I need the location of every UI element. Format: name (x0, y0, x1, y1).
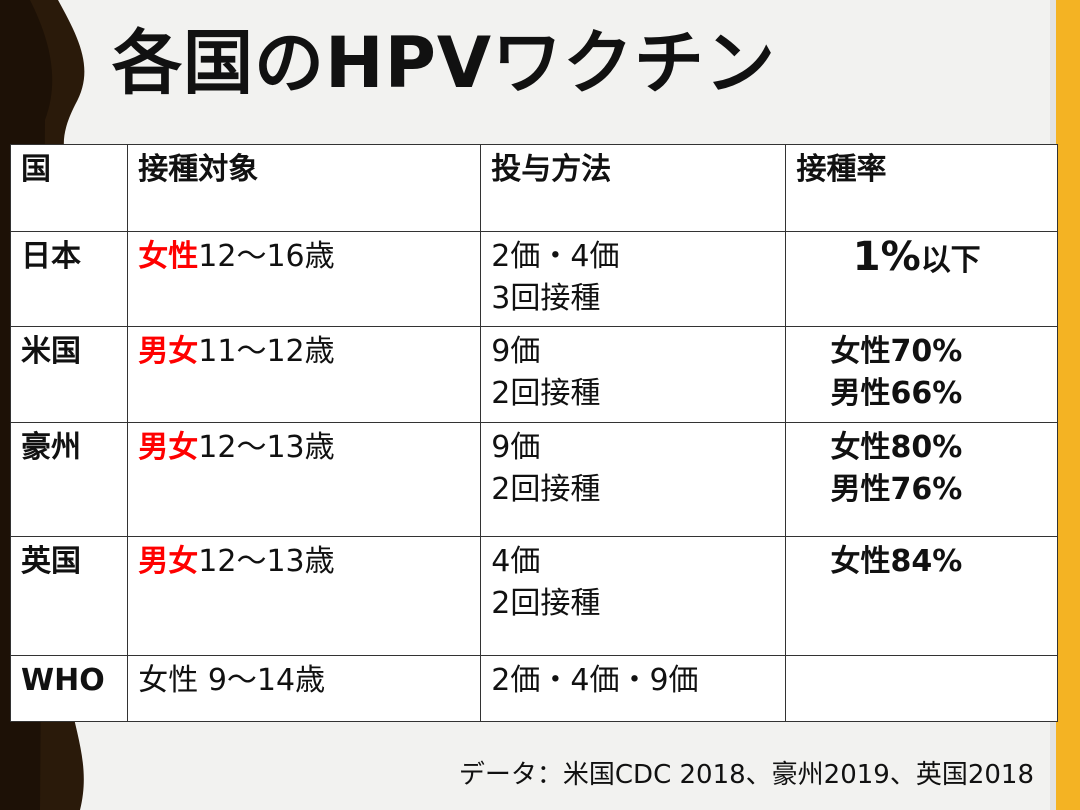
target-highlight: 女性 (138, 239, 199, 274)
header-method: 投与方法 (480, 144, 787, 232)
method-line: 2回接種 (491, 472, 601, 507)
rate-qualifier: 以下 (920, 243, 981, 278)
country-cell: WHO (9, 655, 129, 722)
country-cell: 英国 (9, 536, 129, 656)
target-age: 12〜13歳 (198, 430, 335, 465)
decorative-accent-band (1056, 0, 1080, 810)
method-line: 9価 (491, 334, 541, 369)
method-line: 2回接種 (491, 586, 601, 621)
table-row: 日本 女性12〜16歳 2価・4価 3回接種 1%以下 (9, 231, 1058, 327)
rate-value: 1% (852, 234, 921, 280)
table-row: WHO 女性 9〜14歳 2価・4価・9価 (9, 655, 1058, 722)
method-cell: 2価・4価 3回接種 (480, 231, 787, 327)
method-cell: 9価 2回接種 (480, 326, 787, 423)
method-line: 2価・4価・9価 (491, 663, 699, 698)
slide-title: 各国のHPVワクチン (112, 22, 777, 104)
rate-cell: 女性84% (785, 536, 1058, 656)
method-cell: 4価 2回接種 (480, 536, 787, 656)
rate-cell: 女性70% 男性66% (785, 326, 1058, 423)
rate-line: 女性70% (830, 334, 963, 369)
target-cell: 女性12〜16歳 (127, 231, 482, 327)
target-highlight: 男女 (138, 544, 199, 579)
target-age: 11〜12歳 (198, 334, 335, 369)
header-rate: 接種率 (785, 144, 1058, 232)
target-cell: 女性 9〜14歳 (127, 655, 482, 722)
rate-cell: 女性80% 男性76% (785, 422, 1058, 537)
method-line: 4価 (491, 544, 541, 579)
target-highlight: 男女 (138, 430, 199, 465)
target-cell: 男女11〜12歳 (127, 326, 482, 423)
country-cell: 米国 (9, 326, 129, 423)
rate-line: 男性66% (830, 376, 963, 411)
country-cell: 豪州 (9, 422, 129, 537)
target-highlight: 男女 (138, 334, 199, 369)
method-cell: 9価 2回接種 (480, 422, 787, 537)
rate-line: 女性80% (830, 430, 963, 465)
method-line: 2回接種 (491, 376, 601, 411)
header-country: 国 (9, 144, 129, 232)
header-target: 接種対象 (127, 144, 482, 232)
target-age: 12〜13歳 (198, 544, 335, 579)
data-source-note: データ：米国CDC 2018、豪州2019、英国2018 (458, 760, 1034, 790)
method-line: 9価 (491, 430, 541, 465)
rate-cell (785, 655, 1058, 722)
target-cell: 男女12〜13歳 (127, 536, 482, 656)
table-row: 英国 男女12〜13歳 4価 2回接種 女性84% (9, 536, 1058, 656)
target-age: 12〜16歳 (198, 239, 335, 274)
table-row: 豪州 男女12〜13歳 9価 2回接種 女性80% 男性76% (9, 422, 1058, 537)
method-cell: 2価・4価・9価 (480, 655, 787, 722)
table-row: 米国 男女11〜12歳 9価 2回接種 女性70% 男性66% (9, 326, 1058, 423)
country-cell: 日本 (9, 231, 129, 327)
table-header-row: 国 接種対象 投与方法 接種率 (9, 144, 1058, 232)
method-line: 3回接種 (491, 281, 601, 316)
rate-line: 男性76% (830, 472, 963, 507)
vaccine-table: 国 接種対象 投与方法 接種率 日本 女性12〜16歳 2価・4価 3回接種 1… (9, 144, 1058, 722)
method-line: 2価・4価 (491, 239, 620, 274)
target-cell: 男女12〜13歳 (127, 422, 482, 537)
rate-cell: 1%以下 (785, 231, 1058, 327)
rate-line: 女性84% (830, 544, 963, 579)
